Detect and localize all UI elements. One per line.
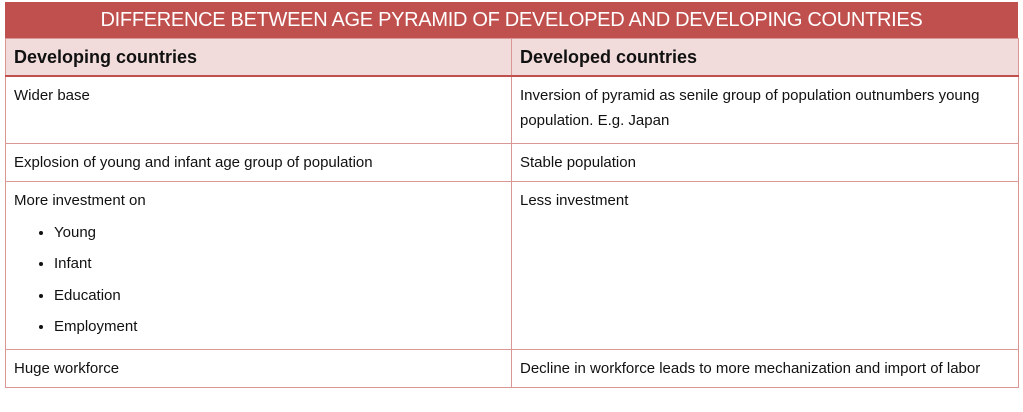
cell: More investment on Young Infant Educatio… xyxy=(5,180,512,350)
header-cell: Developing countries xyxy=(5,38,512,77)
table-title: DIFFERENCE BETWEEN AGE PYRAMID OF DEVELO… xyxy=(5,2,1018,38)
bullet-item: Education xyxy=(54,280,503,312)
cell: Inversion of pyramid as senile group of … xyxy=(511,75,1019,144)
cell: Less investment xyxy=(511,180,1019,350)
table-row: Explosion of young and infant age group … xyxy=(5,142,1019,182)
bullet-item: Employment xyxy=(54,311,503,343)
bullet-item: Young xyxy=(54,217,503,249)
bullet-list: Young Infant Education Employment xyxy=(14,217,503,343)
cell-text: More investment on xyxy=(14,191,146,209)
header-cell: Developed countries xyxy=(511,38,1019,77)
cell: Stable population xyxy=(511,142,1019,182)
cell: Explosion of young and infant age group … xyxy=(5,142,512,182)
cell: Wider base xyxy=(5,75,512,144)
header-row: Developing countries Developed countries xyxy=(5,38,1019,77)
table-row: Wider base Inversion of pyramid as senil… xyxy=(5,75,1019,144)
table-row: More investment on Young Infant Educatio… xyxy=(5,180,1019,350)
bullet-item: Infant xyxy=(54,248,503,280)
table-row: Huge workforce Decline in workforce lead… xyxy=(5,348,1019,388)
cell: Decline in workforce leads to more mecha… xyxy=(511,348,1019,388)
comparison-card: DIFFERENCE BETWEEN AGE PYRAMID OF DEVELO… xyxy=(5,2,1019,388)
cell: Huge workforce xyxy=(5,348,512,388)
comparison-table: Developing countries Developed countries… xyxy=(5,38,1019,388)
